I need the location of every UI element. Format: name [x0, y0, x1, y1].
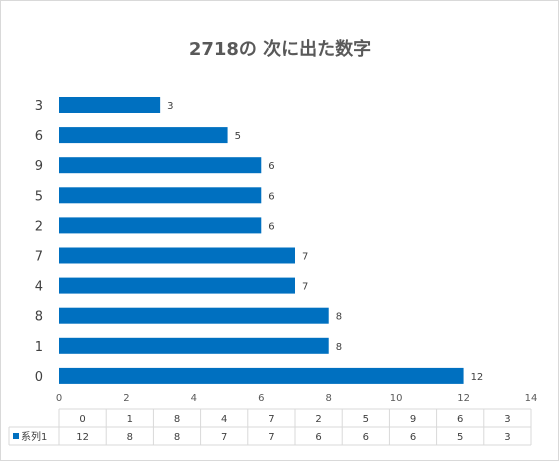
x-tick-label-0: 0 [56, 393, 62, 404]
table-value-5: 6 [363, 432, 369, 443]
x-tick-label-6: 6 [258, 393, 264, 404]
table-value-3: 3 [504, 432, 510, 443]
category-label-7: 7 [35, 250, 43, 265]
table-value-0: 12 [76, 432, 89, 443]
table-header-8: 8 [174, 414, 180, 425]
category-label-9: 9 [35, 159, 43, 174]
data-label-1: 8 [336, 342, 342, 353]
table-header-7: 7 [268, 414, 274, 425]
x-tick-label-4: 4 [191, 393, 197, 404]
bar-9 [59, 157, 262, 174]
table-header-4: 4 [221, 414, 227, 425]
bars-layer: 12 8 8 7 7 6 6 6 5 3 [59, 97, 483, 384]
table-header-3: 3 [504, 414, 510, 425]
data-table: 0 12 1 8 8 8 4 7 7 7 2 6 5 6 9 6 6 5 3 3 系列1 [8, 408, 532, 446]
legend-key-swatch [13, 433, 19, 439]
x-tick-label-8: 8 [326, 393, 332, 404]
data-label-6: 5 [235, 131, 241, 142]
bar-3 [59, 97, 161, 113]
bar-7 [59, 247, 295, 264]
table-value-6: 5 [457, 432, 463, 443]
table-header-0: 0 [79, 414, 85, 425]
table-value-9: 6 [410, 432, 416, 443]
category-label-0: 0 [35, 370, 43, 385]
bar-6 [59, 127, 228, 144]
table-header-9: 9 [410, 414, 416, 425]
table-value-7: 7 [268, 432, 274, 443]
x-tick-label-2: 2 [123, 393, 129, 404]
category-label-6: 6 [35, 129, 43, 144]
category-label-4: 4 [35, 280, 43, 295]
category-label-5: 5 [35, 189, 43, 204]
table-header-2: 2 [315, 414, 321, 425]
bar-4 [59, 277, 295, 294]
table-header-6: 6 [457, 414, 463, 425]
data-label-0: 12 [471, 372, 484, 383]
table-header-5: 5 [363, 414, 369, 425]
bar-2 [59, 217, 262, 234]
data-label-7: 7 [302, 252, 308, 263]
category-label-2: 2 [35, 219, 43, 234]
x-tick-label-14: 14 [525, 393, 538, 404]
data-label-4: 7 [302, 282, 308, 293]
bar-5 [59, 187, 262, 204]
category-label-3: 3 [35, 99, 43, 114]
legend-series-name: 系列1 [21, 430, 47, 443]
axis-layer: 0 1 8 4 7 2 5 9 6 3 0 2 4 6 8 10 12 14 [35, 99, 538, 404]
chart-title: 2718の 次に出た数字 [189, 38, 371, 60]
category-label-8: 8 [35, 310, 43, 325]
table-header-1: 1 [127, 414, 133, 425]
bar-1 [59, 337, 329, 354]
category-label-1: 1 [35, 340, 43, 355]
data-label-3: 3 [167, 101, 173, 112]
table-value-1: 8 [127, 432, 133, 443]
table-value-8: 8 [174, 432, 180, 443]
table-value-2: 6 [315, 432, 321, 443]
x-tick-label-10: 10 [390, 393, 403, 404]
data-label-9: 6 [268, 161, 274, 172]
table-value-4: 7 [221, 432, 227, 443]
x-tick-label-12: 12 [457, 393, 470, 404]
bar-8 [59, 307, 329, 324]
data-label-5: 6 [268, 191, 274, 202]
data-label-8: 8 [336, 312, 342, 323]
bar-0 [59, 367, 464, 384]
data-label-2: 6 [268, 221, 274, 232]
